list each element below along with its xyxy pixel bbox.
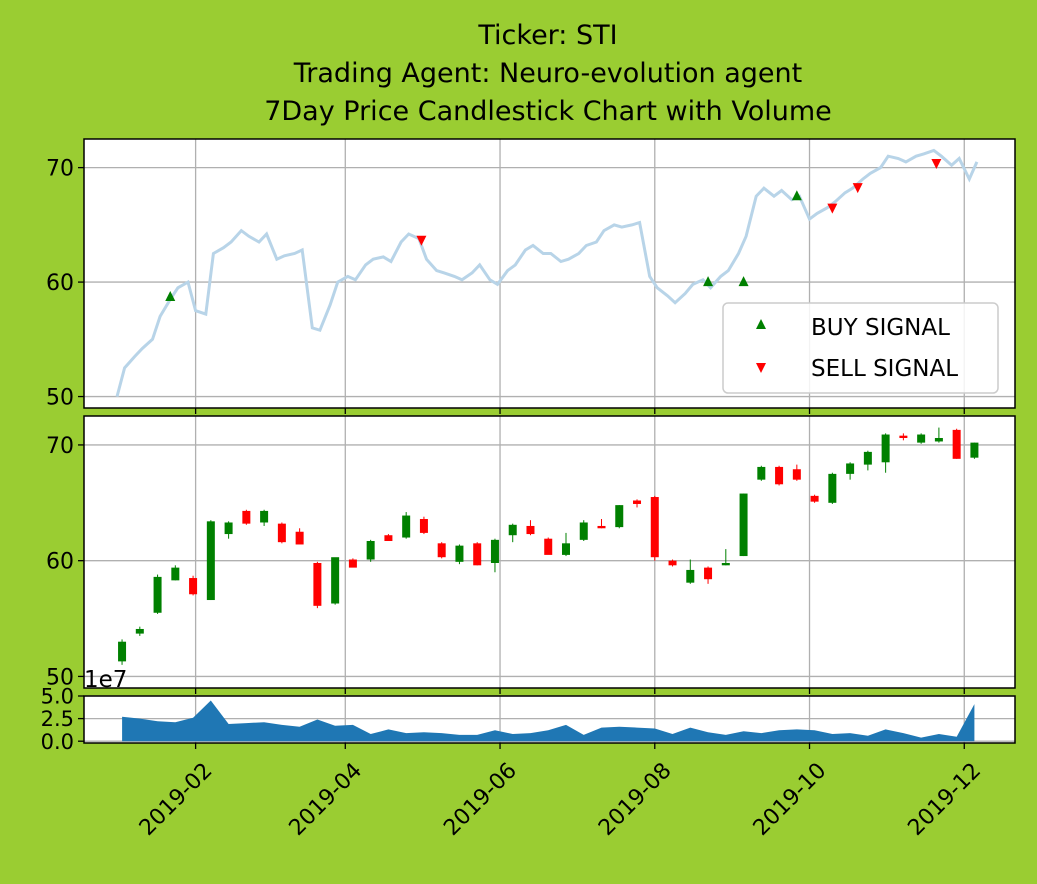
- price-grid: [84, 139, 1015, 408]
- sell-signal-marker: [852, 183, 863, 194]
- candle-body: [934, 437, 943, 442]
- buy-signal-marker: [703, 276, 714, 287]
- title-line-2: Trading Agent: Neuro-evolution agent: [293, 58, 802, 89]
- volume-y-ticks: 0.02.55.0: [41, 685, 84, 754]
- buy-signal-marker: [738, 276, 749, 287]
- legend-sell-label: SELL SIGNAL: [811, 356, 958, 382]
- candle-body: [118, 641, 127, 662]
- legend-box: [722, 302, 999, 394]
- candle-body: [224, 522, 233, 535]
- candle-body: [597, 525, 606, 529]
- ohlc-ytick-label: 70: [46, 434, 74, 459]
- sell-signal-markers: [416, 159, 942, 246]
- candle-body: [650, 497, 659, 558]
- candle-body: [615, 505, 624, 528]
- candle-body: [242, 510, 251, 524]
- candle-body: [206, 521, 215, 601]
- candle-body: [313, 562, 322, 606]
- candle-body: [331, 557, 340, 604]
- volume-panel: 0.02.55.0 1e7: [41, 667, 1016, 754]
- buy-signal-markers: [165, 190, 802, 301]
- candle-body: [348, 559, 357, 568]
- candle-body: [277, 523, 286, 543]
- volume-ytick-label: 0.0: [41, 730, 74, 754]
- ohlc-panel-frame: [83, 415, 1016, 689]
- candle-body: [508, 524, 517, 536]
- price-ytick-label: 70: [46, 157, 74, 182]
- candle-body: [739, 493, 748, 557]
- legend-buy-marker: [756, 319, 766, 329]
- candle-body: [970, 442, 979, 458]
- candle-body: [366, 541, 375, 560]
- candle-body: [899, 435, 908, 438]
- candle-body: [189, 578, 198, 595]
- title-line-1: Ticker: STI: [477, 20, 617, 51]
- candle-body: [473, 543, 482, 566]
- candle-body: [135, 628, 144, 634]
- candle-body: [952, 429, 961, 459]
- candle-body: [561, 543, 570, 555]
- price-ytick-label: 60: [46, 271, 74, 296]
- price-ytick-label: 50: [46, 385, 74, 410]
- candle-body: [846, 463, 855, 474]
- candle-body: [775, 466, 784, 485]
- candle-body: [792, 469, 801, 480]
- candle-body: [455, 545, 464, 562]
- volume-ytick-label: 5.0: [41, 685, 74, 709]
- candle-body: [295, 531, 304, 545]
- candle-body: [260, 510, 269, 523]
- volume-ytick-label: 2.5: [41, 707, 74, 731]
- candle-body: [721, 562, 730, 566]
- volume-area: [122, 700, 975, 742]
- candle-body: [704, 567, 713, 580]
- volume-panel-frame: [83, 695, 1016, 744]
- legend: BUY SIGNAL SELL SIGNAL: [722, 302, 999, 394]
- candle-body: [881, 434, 890, 463]
- candle-body: [384, 535, 393, 542]
- ohlc-ytick-label: 50: [46, 665, 74, 690]
- sell-signal-marker: [931, 159, 942, 170]
- candle-body: [917, 434, 926, 443]
- candle-body: [633, 500, 642, 504]
- candle-body: [828, 473, 837, 503]
- legend-buy-label: BUY SIGNAL: [811, 315, 950, 341]
- ohlc-y-ticks: 50 60 70: [46, 434, 84, 690]
- sell-signal-marker: [416, 235, 427, 246]
- candle-body: [402, 515, 411, 538]
- buy-signal-marker: [791, 190, 802, 201]
- buy-signal-marker: [165, 290, 176, 301]
- candle-body: [544, 538, 553, 555]
- ohlc-ytick-label: 60: [46, 550, 74, 575]
- price-y-ticks: 50 60 70: [46, 157, 84, 410]
- ohlc-panel: 50 60 70: [46, 415, 1016, 690]
- candle-body: [810, 495, 819, 502]
- legend-sell-marker: [756, 363, 766, 373]
- title-line-3: 7Day Price Candlestick Chart with Volume: [264, 96, 832, 127]
- price-line: [115, 148, 979, 397]
- candle-body: [757, 466, 766, 480]
- volume-offset-label: 1e7: [84, 667, 127, 693]
- sell-signal-marker: [827, 203, 838, 214]
- price-panel-frame: [83, 138, 1016, 409]
- candle-body: [153, 576, 162, 613]
- candle-body: [863, 451, 872, 465]
- candle-body: [526, 525, 535, 535]
- candle-body: [419, 519, 428, 533]
- candle-body: [171, 567, 180, 581]
- candlesticks: [118, 427, 979, 665]
- candle-body: [437, 543, 446, 558]
- candle-body: [490, 539, 499, 563]
- candle-body: [686, 569, 695, 583]
- price-panel: 50 60 70 BUY SIGNAL SELL SIGNAL: [46, 138, 1016, 410]
- ohlc-grid: [84, 416, 1015, 688]
- candle-body: [668, 560, 677, 566]
- candle-body: [579, 522, 588, 540]
